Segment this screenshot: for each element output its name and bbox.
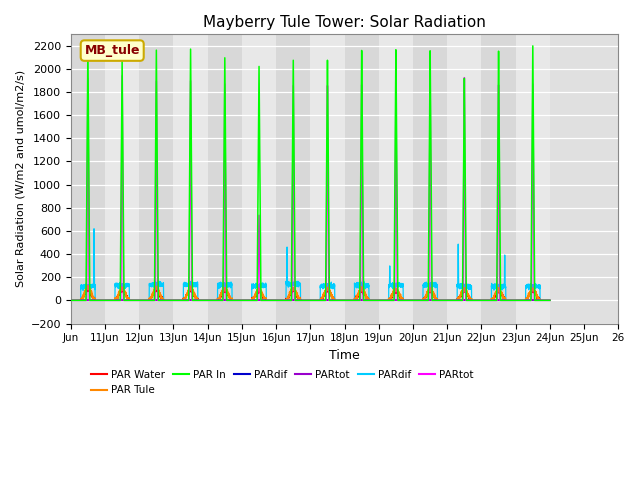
Text: MB_tule: MB_tule: [84, 44, 140, 57]
Bar: [413, 34, 447, 324]
Bar: [516, 34, 550, 324]
Title: Mayberry Tule Tower: Solar Radiation: Mayberry Tule Tower: Solar Radiation: [203, 15, 486, 30]
Bar: [207, 34, 242, 324]
Bar: [173, 34, 207, 324]
Bar: [447, 34, 481, 324]
Bar: [242, 34, 276, 324]
Bar: [276, 34, 310, 324]
Bar: [379, 34, 413, 324]
Bar: [344, 34, 379, 324]
Bar: [310, 34, 344, 324]
Bar: [105, 34, 140, 324]
Bar: [71, 34, 105, 324]
Bar: [140, 34, 173, 324]
Legend: PAR Water, PAR Tule, PAR In, PARdif, PARtot, PARdif, PARtot: PAR Water, PAR Tule, PAR In, PARdif, PAR…: [87, 366, 478, 399]
Y-axis label: Solar Radiation (W/m2 and umol/m2/s): Solar Radiation (W/m2 and umol/m2/s): [15, 70, 25, 288]
X-axis label: Time: Time: [329, 349, 360, 362]
Bar: [481, 34, 516, 324]
